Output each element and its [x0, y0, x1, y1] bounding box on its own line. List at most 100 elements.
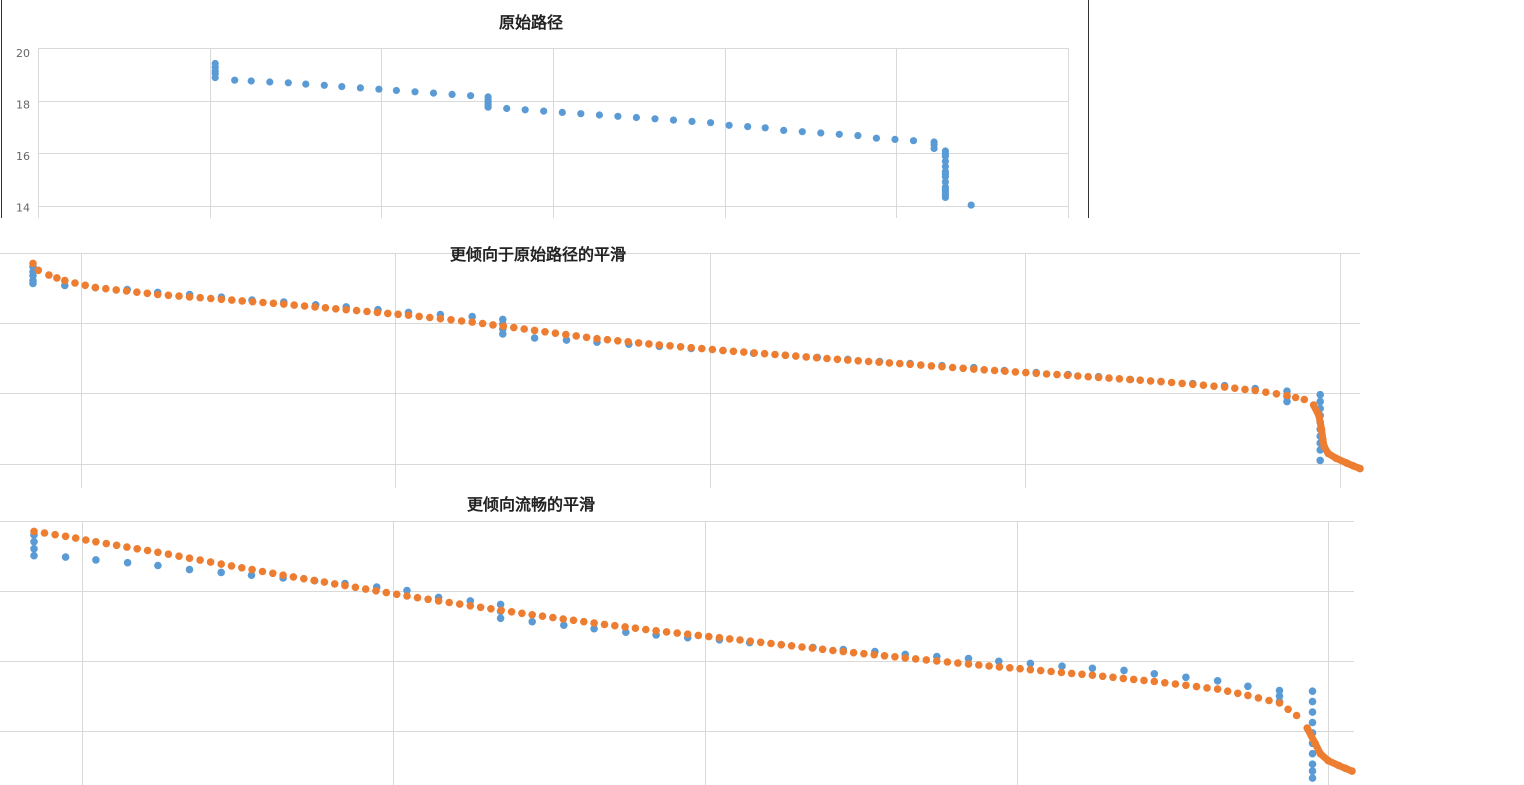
smoothed-point — [92, 538, 100, 546]
original-point — [835, 130, 843, 138]
smoothed-point — [489, 321, 497, 329]
smoothed-point — [321, 304, 330, 312]
smoothed-point — [499, 322, 508, 331]
original-point — [558, 108, 566, 116]
smoothed-point — [662, 628, 671, 636]
smoothed-point — [933, 657, 941, 665]
chart-smooth-fluid-svg: 更倾向流畅的平滑 — [0, 495, 1356, 785]
smoothed-point — [185, 293, 194, 301]
smoothed-point — [1244, 691, 1252, 700]
smoothed-point — [1006, 664, 1014, 672]
original-point — [854, 132, 862, 140]
smoothed-point — [164, 291, 173, 300]
original-point — [891, 135, 899, 143]
smoothed-point — [310, 576, 318, 585]
smoothed-point — [518, 609, 526, 618]
smoothed-point — [1146, 377, 1155, 385]
smoothed-point — [1161, 679, 1169, 687]
smoothed-point — [497, 606, 506, 615]
smoothed-point — [551, 329, 560, 337]
smoothed-point — [1042, 370, 1051, 378]
smoothed-point — [1272, 390, 1281, 398]
smoothed-point — [687, 343, 695, 352]
smoothed-point — [792, 352, 800, 360]
smoothed-point — [771, 350, 779, 359]
smoothed-point — [403, 592, 411, 600]
smoothed-tail-segment — [1341, 764, 1356, 775]
y-tick-label: 16 — [16, 150, 30, 163]
smoothed-point — [1254, 694, 1263, 702]
smoothed-point — [154, 548, 162, 557]
original-point — [30, 545, 38, 553]
smoothed-point — [382, 588, 391, 597]
smoothed-point — [781, 351, 790, 360]
smoothed-point — [112, 286, 120, 294]
original-point — [540, 107, 548, 115]
original-point — [496, 614, 505, 623]
smoothed-point — [975, 661, 983, 669]
original-point — [1308, 774, 1317, 782]
smoothed-point — [1119, 674, 1128, 683]
smoothed-point — [424, 595, 432, 604]
smoothed-point — [1220, 383, 1229, 391]
smoothed-point — [478, 319, 487, 328]
smoothed-point — [694, 631, 703, 640]
smoothed-point — [839, 647, 848, 656]
smoothed-point — [102, 284, 110, 293]
original-point — [217, 568, 225, 577]
smoothed-point — [614, 337, 622, 345]
smoothed-point — [906, 360, 914, 369]
smoothed-point — [901, 654, 909, 662]
smoothed-point — [705, 632, 713, 641]
smoothed-point — [1001, 367, 1009, 375]
original-point — [688, 117, 696, 125]
smoothed-point — [767, 639, 775, 648]
smoothed-point — [185, 554, 194, 562]
smoothed-point — [71, 279, 79, 287]
smoothed-point — [29, 259, 37, 268]
smoothed-point — [849, 648, 858, 657]
original-point — [1316, 397, 1324, 406]
smoothed-point — [102, 539, 111, 548]
original-point — [1316, 390, 1324, 399]
smoothed-point — [1150, 677, 1159, 686]
smoothed-point — [520, 325, 528, 333]
smoothed-point — [725, 635, 734, 643]
original-series — [29, 263, 1324, 465]
original-point — [375, 85, 383, 93]
smoothed-point — [611, 621, 619, 630]
original-point — [403, 586, 411, 595]
original-point — [1308, 697, 1317, 706]
original-point — [967, 201, 975, 209]
smoothed-point — [133, 288, 141, 296]
smoothed-point — [289, 573, 298, 581]
smoothed-point — [1105, 374, 1113, 382]
smoothed-point — [1171, 680, 1180, 688]
smoothed-point — [361, 585, 370, 593]
smoothed-point — [196, 293, 204, 302]
original-point — [429, 89, 438, 97]
y-tick-label: 20 — [16, 47, 30, 60]
smoothed-point — [582, 333, 591, 342]
original-point — [411, 88, 419, 96]
smoothed-point — [238, 297, 246, 305]
smoothed-point — [487, 605, 495, 613]
smoothed-point — [980, 366, 988, 374]
smoothed-point — [384, 309, 392, 318]
original-point — [1275, 692, 1284, 700]
smoothed-point — [964, 660, 973, 668]
smoothed-point — [300, 574, 308, 583]
smoothed-point — [143, 289, 152, 298]
smoothed-point — [880, 652, 889, 660]
original-point — [780, 126, 788, 134]
original-point — [247, 571, 256, 579]
smoothed-point — [1094, 373, 1103, 382]
chart-smooth-original-svg: 更倾向于原始路径的平滑 — [0, 245, 1364, 488]
smoothed-point — [1275, 699, 1284, 707]
smoothed-point — [652, 627, 660, 635]
smoothed-point — [332, 305, 340, 313]
smoothed-point — [740, 348, 748, 356]
original-point — [448, 90, 456, 98]
original-point — [941, 157, 950, 165]
smoothed-point — [833, 355, 842, 364]
